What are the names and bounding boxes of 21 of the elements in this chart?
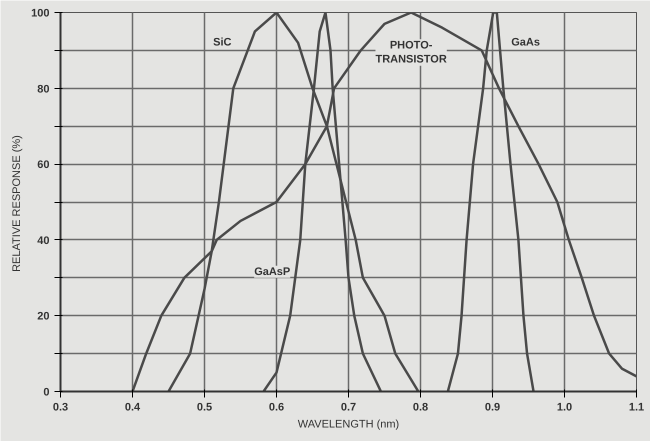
x-tick-label: 0.3 xyxy=(52,402,68,414)
x-tick-label: 0.7 xyxy=(340,402,356,414)
y-tick-label: 40 xyxy=(37,234,50,247)
y-tick-label: 20 xyxy=(37,310,50,323)
x-tick-label: 1.1 xyxy=(628,402,644,414)
series-label: GaAsP xyxy=(254,266,290,278)
x-axis-title: WAVELENGTH (nm) xyxy=(298,418,400,430)
x-tick-label: 0.9 xyxy=(484,402,500,414)
series-label: PHOTO- TRANSISTOR xyxy=(375,39,447,66)
x-tick-label: 0.8 xyxy=(412,402,428,414)
y-axis-title: RELATIVE RESPONSE (%) xyxy=(11,135,24,272)
y-tick-label: 100 xyxy=(31,8,50,20)
y-tick-label: 0 xyxy=(43,386,50,398)
y-tick-label: 80 xyxy=(37,83,50,96)
series-label: GaAs xyxy=(511,36,540,48)
x-tick-label: 0.6 xyxy=(268,402,284,414)
y-tick-label: 60 xyxy=(37,159,50,172)
series-label: SiC xyxy=(213,36,232,48)
x-tick-label: 0.5 xyxy=(196,402,212,414)
x-tick-label: 1.0 xyxy=(556,402,572,414)
x-tick-label: 0.4 xyxy=(124,402,142,414)
